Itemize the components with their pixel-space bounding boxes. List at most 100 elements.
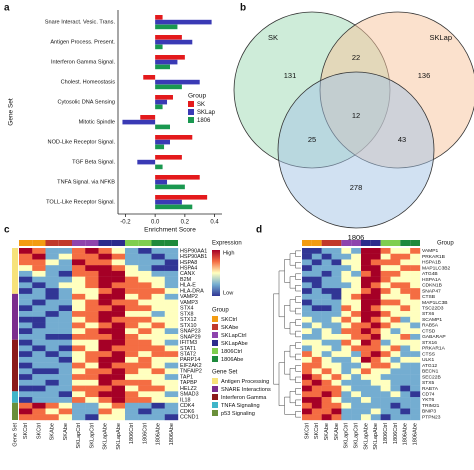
heat-cell — [45, 379, 59, 386]
legend-label: TNFA Signaling — [221, 403, 260, 409]
heat-cell — [361, 351, 372, 358]
heat-cell — [361, 270, 372, 277]
legend-title: Group — [212, 308, 229, 314]
heat-cell — [390, 345, 401, 352]
heat-cell — [331, 311, 342, 317]
heat-cell — [125, 397, 139, 403]
heat-cell — [98, 334, 112, 340]
heat-cell — [125, 334, 139, 340]
heat-cell — [321, 322, 332, 329]
heat-cell — [58, 345, 73, 352]
bar — [155, 179, 168, 185]
heat-cell — [351, 299, 362, 306]
heat-cell — [400, 334, 411, 340]
row-label: PARP14 — [180, 357, 200, 363]
heat-cell — [138, 368, 152, 375]
heat-cell — [311, 362, 322, 369]
heat-cell — [321, 253, 332, 260]
row-label: HLA-DRA — [180, 288, 204, 294]
legend-title: Group — [437, 241, 454, 247]
group-bar — [125, 240, 139, 246]
heat-cell — [390, 391, 401, 398]
heat-cell — [341, 374, 352, 381]
heat-cell — [302, 322, 313, 329]
heat-cell — [58, 305, 73, 312]
heat-cell — [311, 270, 322, 277]
heat-cell — [151, 362, 165, 369]
heat-cell — [98, 414, 112, 421]
heat-cell — [361, 265, 372, 272]
legend-label: SNARE Interactions — [221, 387, 271, 393]
heat-cell — [45, 374, 59, 381]
heat-cell — [341, 328, 352, 335]
heat-cell — [72, 265, 86, 272]
heat-cell — [341, 339, 352, 346]
heat-cell — [351, 328, 362, 335]
heat-cell — [380, 282, 391, 289]
heat-cell — [125, 270, 139, 277]
legend-swatch — [212, 410, 218, 416]
heat-cell — [72, 293, 86, 300]
heat-cell — [72, 374, 86, 381]
row-label: PTPN23 — [422, 414, 441, 420]
heat-cell — [72, 305, 86, 312]
row-label: HSP90AB1 — [180, 254, 207, 260]
heat-cell — [125, 368, 139, 375]
heat-cell — [19, 379, 33, 386]
heat-cell — [19, 305, 33, 312]
heat-cell — [361, 276, 372, 283]
heat-cell — [321, 368, 332, 375]
heat-cell — [370, 253, 381, 260]
heat-cell — [311, 345, 322, 352]
heat-cell — [331, 334, 342, 340]
column-label: SKLapCtrl — [344, 423, 350, 449]
heat-cell — [302, 385, 313, 392]
heat-cell — [164, 351, 179, 358]
heat-cell — [410, 379, 421, 386]
dendrogram-branch — [289, 368, 296, 381]
heat-cell — [111, 288, 126, 295]
dendrogram-branch — [289, 299, 296, 312]
row-label: BECN1 — [422, 369, 439, 375]
heat-cell — [410, 351, 421, 358]
heat-cell — [151, 270, 165, 277]
heat-cell — [302, 345, 313, 352]
heat-cell — [370, 259, 381, 266]
heat-cell — [410, 385, 421, 392]
heat-cell — [370, 265, 381, 272]
row-label: HSPA8 — [180, 260, 197, 266]
heat-cell — [321, 379, 332, 386]
heat-cell — [98, 402, 112, 409]
heat-cell — [410, 293, 421, 300]
heat-cell — [390, 368, 401, 375]
heat-cell — [72, 276, 86, 283]
bar — [155, 155, 182, 160]
heat-cell — [85, 374, 99, 381]
heat-cell — [164, 339, 179, 346]
heat-cell — [380, 362, 391, 369]
group-bar — [58, 240, 72, 246]
heat-cell — [380, 391, 391, 398]
heat-cell — [85, 345, 99, 352]
heat-cell — [351, 253, 362, 260]
heat-cell — [351, 248, 362, 254]
column-label: SKLapAbe — [116, 423, 122, 450]
heat-cell — [111, 408, 126, 415]
heat-cell — [390, 374, 401, 381]
y-axis-title: Gene Set — [8, 98, 15, 126]
heat-cell — [164, 305, 179, 312]
legend-label: p53 Signaling — [221, 411, 255, 417]
heat-cell — [85, 356, 99, 363]
heat-cell — [138, 339, 152, 346]
heat-cell — [390, 259, 401, 266]
heat-cell — [138, 328, 152, 335]
heat-cell — [111, 328, 126, 335]
heat-cell — [58, 288, 73, 295]
heat-cell — [72, 351, 86, 358]
heat-cell — [390, 288, 401, 295]
bar — [155, 139, 170, 145]
heat-cell — [302, 305, 313, 312]
heat-cell — [19, 402, 33, 409]
heat-cell — [311, 248, 322, 254]
